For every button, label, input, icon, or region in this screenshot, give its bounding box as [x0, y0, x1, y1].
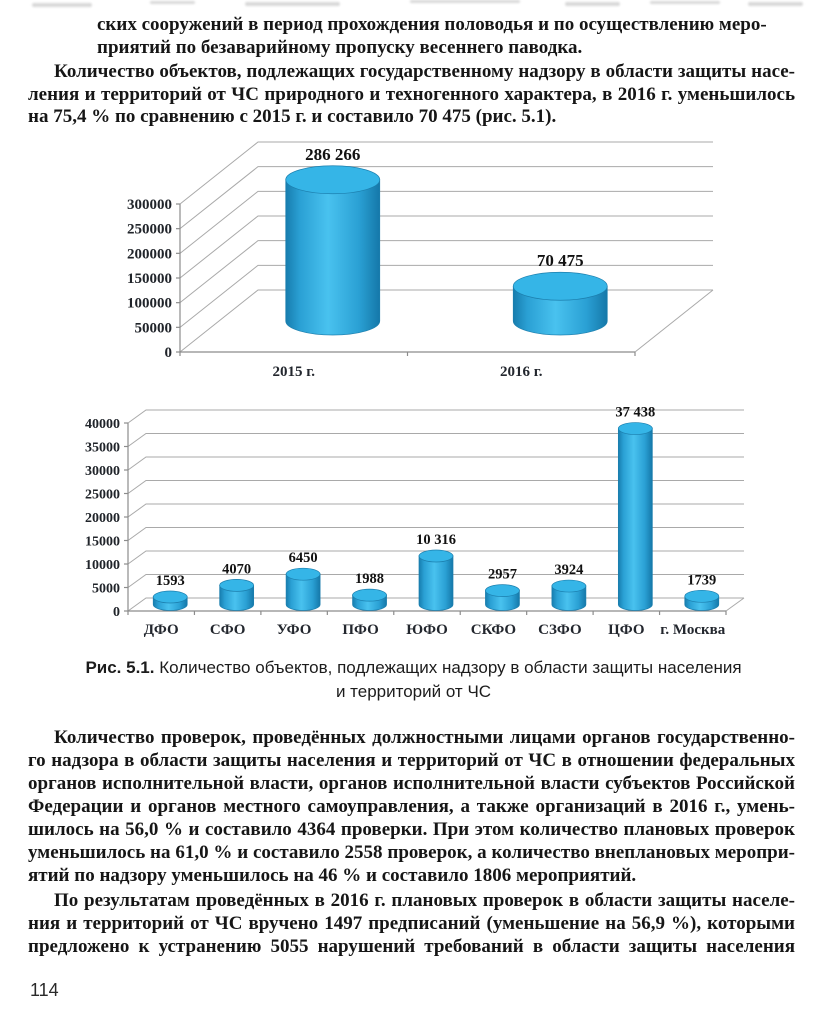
value-label: 286 266 — [305, 145, 360, 164]
text-line: го надзора в области защиты населения и … — [28, 750, 795, 771]
page-number: 114 — [30, 980, 59, 1000]
category-label: ПФО — [342, 622, 378, 638]
chart-objects-by-district: 0 5000 10000 15000 20000 25000 30000 35000 40000… — [78, 393, 768, 650]
value-label: 1593 — [156, 573, 185, 589]
text-line: ления и территорий от ЧС природного и те… — [28, 83, 795, 105]
category-label: ЦФО — [608, 622, 644, 638]
value-label: 1988 — [355, 571, 384, 587]
category-label: СФО — [210, 622, 246, 638]
figure-caption-line1: Рис. 5.1. Количество объектов, подлежащи… — [0, 656, 827, 680]
figure-caption: Рис. 5.1. Количество объектов, подлежащи… — [0, 656, 827, 704]
cylinder-bar: 37 438 — [615, 405, 655, 611]
paragraph-inspections: Количество проверок, проведённых должнос… — [28, 726, 795, 887]
svg-text:0: 0 — [165, 345, 173, 361]
axes — [124, 422, 727, 615]
text-line: Количество проверок, проведённых должнос… — [54, 727, 795, 748]
value-label: 3924 — [554, 562, 583, 578]
y-axis-labels: 0 5000 10000 15000 20000 25000 30000 35000 40000 — [85, 417, 120, 620]
category-label: 2016 г. — [500, 364, 543, 380]
figure-caption-line2: и территорий от ЧС — [335, 682, 492, 701]
text-line: приятий по безаварийному пропуску весенн… — [97, 36, 583, 58]
svg-text:300000: 300000 — [127, 197, 172, 213]
category-label: СЗФО — [538, 622, 581, 638]
category-label: ДФО — [144, 622, 179, 638]
value-label: 37 438 — [615, 405, 655, 421]
value-label: 1739 — [687, 572, 716, 588]
gridlines — [127, 409, 745, 612]
value-label: 4070 — [222, 561, 251, 577]
paragraph-results: По результатам проведённых в 2016 г. пла… — [28, 889, 795, 958]
axes — [176, 203, 636, 356]
category-label: СКФО — [471, 622, 516, 638]
category-label: ЮФО — [406, 622, 448, 638]
svg-text:50000: 50000 — [135, 320, 173, 336]
text-line: предложено к устранению 5055 нарушений т… — [28, 936, 795, 957]
text-line: Федерации и органов местного самоуправле… — [28, 796, 795, 817]
paragraph-continuation: ских сооружений в период прохождения пол… — [97, 14, 767, 59]
svg-text:150000: 150000 — [127, 271, 172, 287]
paragraph-objects-count: Количество объектов, подлежащих государс… — [28, 61, 795, 129]
svg-text:250000: 250000 — [127, 222, 172, 238]
chart-objects-by-year: 0 50000 100000 150000 200000 250000 300000 286 … — [78, 140, 738, 389]
category-label: УФО — [277, 622, 312, 638]
category-label: 2015 г. — [272, 364, 315, 380]
gridlines — [179, 141, 714, 353]
text-line: ятий по надзору уменьшилось на 46 % и со… — [28, 865, 637, 886]
y-axis-labels: 0 50000 100000 150000 200000 250000 300000 — [127, 197, 172, 361]
text-line: ских сооружений в период прохождения пол… — [97, 14, 767, 35]
text-line: ния и территорий от ЧС вручено 1497 пред… — [28, 913, 795, 934]
bar-chart-districts-svg: 0 5000 10000 15000 20000 25000 30000 35000 40000… — [85, 405, 745, 638]
text-line: уменьшилось на 61,0 % и составило 2558 п… — [28, 842, 795, 863]
svg-text:35000: 35000 — [85, 441, 120, 456]
svg-text:25000: 25000 — [85, 488, 120, 503]
text-line: шилось на 56,0 % и составило 4364 провер… — [28, 819, 795, 840]
text-line: на 75,4 % по сравнению с 2015 г. и соста… — [28, 106, 557, 127]
svg-text:20000: 20000 — [85, 511, 120, 526]
category-label: г. Москва — [660, 622, 725, 638]
cylinder-bar: 3924 — [551, 562, 587, 611]
value-label: 6450 — [289, 550, 318, 566]
cylinder-bar: 1593 — [152, 573, 188, 611]
text-line: По результатам проведённых в 2016 г. пла… — [54, 890, 795, 911]
cylinder-bar: 1739 — [684, 572, 720, 611]
cylinder-bar: 10 316 — [416, 532, 456, 611]
cylinder-bar: 70 475 — [512, 251, 608, 336]
cylinder-bar: 286 266 — [285, 145, 381, 336]
cylinder-bar: 2957 — [485, 567, 520, 611]
svg-text:0: 0 — [113, 605, 120, 620]
svg-text:40000: 40000 — [85, 417, 120, 432]
value-label: 70 475 — [537, 251, 584, 270]
cylinder-bar: 1988 — [352, 571, 387, 611]
svg-text:100000: 100000 — [127, 296, 172, 312]
value-label: 10 316 — [416, 532, 456, 548]
svg-text:15000: 15000 — [85, 535, 120, 550]
figure-label: Рис. 5.1. — [85, 658, 155, 677]
value-label: 2957 — [488, 567, 517, 583]
svg-text:30000: 30000 — [85, 464, 120, 479]
svg-text:5000: 5000 — [92, 582, 120, 597]
svg-text:10000: 10000 — [85, 558, 120, 573]
text-line: Количество объектов, подлежащих государс… — [54, 61, 795, 82]
cylinder-bar: 6450 — [285, 550, 321, 611]
bar-chart-years-svg: 0 50000 100000 150000 200000 250000 300000 286 … — [127, 141, 714, 380]
svg-text:200000: 200000 — [127, 246, 172, 262]
cylinder-bar: 4070 — [219, 561, 255, 611]
figure-caption-text: Количество объектов, подлежащих надзору … — [159, 658, 742, 677]
text-line: органов исполнительной власти, органов и… — [28, 773, 795, 794]
